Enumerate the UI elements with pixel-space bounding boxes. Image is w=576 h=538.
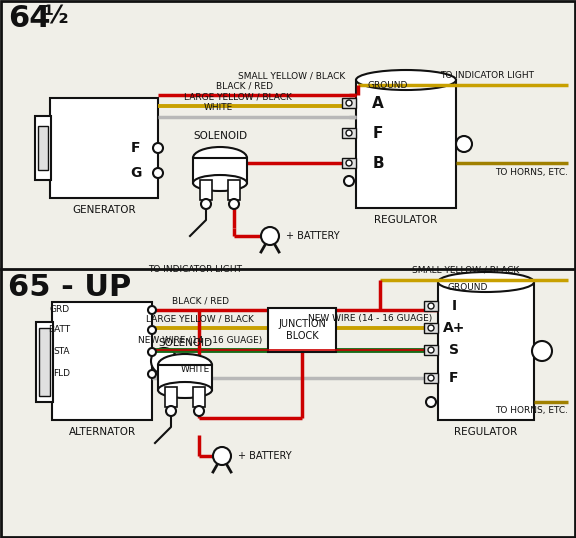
Bar bbox=[35, 116, 51, 180]
Text: G: G bbox=[130, 166, 142, 180]
Text: TO INDICATOR LIGHT: TO INDICATOR LIGHT bbox=[440, 72, 534, 81]
Text: TO HORNS, ETC.: TO HORNS, ETC. bbox=[495, 168, 568, 178]
Circle shape bbox=[346, 100, 352, 106]
Bar bbox=[438, 282, 534, 420]
Circle shape bbox=[166, 406, 176, 416]
Text: TO HORNS, ETC.: TO HORNS, ETC. bbox=[495, 406, 568, 414]
Ellipse shape bbox=[193, 147, 247, 169]
Bar bbox=[268, 308, 336, 352]
Text: BLACK / RED: BLACK / RED bbox=[172, 296, 229, 306]
Ellipse shape bbox=[193, 175, 247, 191]
Text: GRD: GRD bbox=[50, 306, 70, 315]
Circle shape bbox=[148, 348, 156, 356]
Bar bbox=[52, 302, 152, 420]
Bar bbox=[424, 345, 438, 355]
Bar bbox=[165, 387, 177, 407]
Text: LARGE YELLOW / BLACK: LARGE YELLOW / BLACK bbox=[146, 315, 254, 323]
Text: NEW WIRE (14 - 16 GUAGE): NEW WIRE (14 - 16 GUAGE) bbox=[308, 315, 432, 323]
Ellipse shape bbox=[158, 354, 212, 376]
Text: REGULATOR: REGULATOR bbox=[374, 215, 438, 225]
Text: NEW WIRE (14 - 16 GUAGE): NEW WIRE (14 - 16 GUAGE) bbox=[138, 336, 262, 345]
Text: STA: STA bbox=[54, 348, 70, 357]
Text: SMALL YELLOW / BLACK: SMALL YELLOW / BLACK bbox=[412, 265, 519, 274]
Circle shape bbox=[194, 406, 204, 416]
Text: JUNCTION
BLOCK: JUNCTION BLOCK bbox=[278, 319, 326, 341]
Text: 64: 64 bbox=[8, 4, 51, 33]
Text: B: B bbox=[372, 155, 384, 171]
Circle shape bbox=[229, 199, 239, 209]
Circle shape bbox=[428, 303, 434, 309]
Ellipse shape bbox=[438, 272, 534, 292]
Bar bbox=[228, 180, 240, 200]
Circle shape bbox=[148, 370, 156, 378]
Circle shape bbox=[148, 326, 156, 334]
Circle shape bbox=[344, 176, 354, 186]
Text: GROUND: GROUND bbox=[368, 81, 408, 90]
Text: + BATTERY: + BATTERY bbox=[286, 231, 340, 241]
Text: SOLENOID: SOLENOID bbox=[158, 338, 212, 348]
Text: + BATTERY: + BATTERY bbox=[238, 451, 291, 461]
Circle shape bbox=[151, 348, 177, 374]
Text: 65 - UP: 65 - UP bbox=[8, 273, 131, 302]
Bar bbox=[36, 322, 53, 402]
Text: S: S bbox=[449, 343, 459, 357]
Bar bbox=[193, 158, 247, 183]
Text: REGULATOR: REGULATOR bbox=[454, 427, 518, 437]
Circle shape bbox=[456, 136, 472, 152]
Bar bbox=[38, 126, 48, 170]
Circle shape bbox=[428, 375, 434, 381]
Text: SMALL YELLOW / BLACK: SMALL YELLOW / BLACK bbox=[238, 72, 345, 81]
Text: BLACK / RED: BLACK / RED bbox=[217, 81, 274, 90]
Bar bbox=[200, 180, 212, 200]
Text: WHITE: WHITE bbox=[203, 103, 233, 112]
Bar bbox=[39, 328, 50, 396]
Bar bbox=[342, 128, 356, 138]
Ellipse shape bbox=[158, 382, 212, 398]
Text: I: I bbox=[452, 299, 457, 313]
Circle shape bbox=[346, 160, 352, 166]
Text: WHITE: WHITE bbox=[180, 365, 210, 373]
Text: A: A bbox=[372, 96, 384, 110]
Bar bbox=[424, 301, 438, 311]
Text: F: F bbox=[131, 141, 141, 155]
Circle shape bbox=[201, 199, 211, 209]
Ellipse shape bbox=[356, 70, 456, 90]
Circle shape bbox=[346, 130, 352, 136]
Text: A+: A+ bbox=[443, 321, 465, 335]
Bar bbox=[356, 80, 456, 208]
Bar bbox=[424, 323, 438, 333]
Circle shape bbox=[213, 447, 231, 465]
Text: FLD: FLD bbox=[53, 370, 70, 379]
Text: ALTERNATOR: ALTERNATOR bbox=[69, 427, 135, 437]
Text: F: F bbox=[373, 125, 383, 140]
Text: LARGE YELLOW / BLACK: LARGE YELLOW / BLACK bbox=[184, 93, 292, 102]
Bar bbox=[158, 365, 212, 390]
Circle shape bbox=[532, 341, 552, 361]
Text: ½: ½ bbox=[44, 4, 69, 28]
Text: F: F bbox=[449, 371, 458, 385]
Text: SOLENOID: SOLENOID bbox=[193, 131, 247, 141]
Bar bbox=[193, 387, 205, 407]
Circle shape bbox=[426, 397, 436, 407]
Text: TO INDICATOR LIGHT: TO INDICATOR LIGHT bbox=[148, 265, 242, 274]
Text: BATT: BATT bbox=[48, 325, 70, 335]
Text: GROUND: GROUND bbox=[448, 284, 488, 293]
Circle shape bbox=[428, 325, 434, 331]
Text: GENERATOR: GENERATOR bbox=[72, 205, 136, 215]
Circle shape bbox=[153, 168, 163, 178]
Bar bbox=[424, 373, 438, 383]
Bar bbox=[342, 98, 356, 108]
Circle shape bbox=[148, 306, 156, 314]
Circle shape bbox=[261, 227, 279, 245]
Bar bbox=[50, 98, 158, 198]
Bar bbox=[342, 158, 356, 168]
Circle shape bbox=[428, 347, 434, 353]
Circle shape bbox=[153, 143, 163, 153]
